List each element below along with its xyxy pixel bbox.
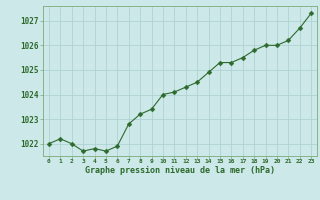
X-axis label: Graphe pression niveau de la mer (hPa): Graphe pression niveau de la mer (hPa)	[85, 166, 275, 175]
